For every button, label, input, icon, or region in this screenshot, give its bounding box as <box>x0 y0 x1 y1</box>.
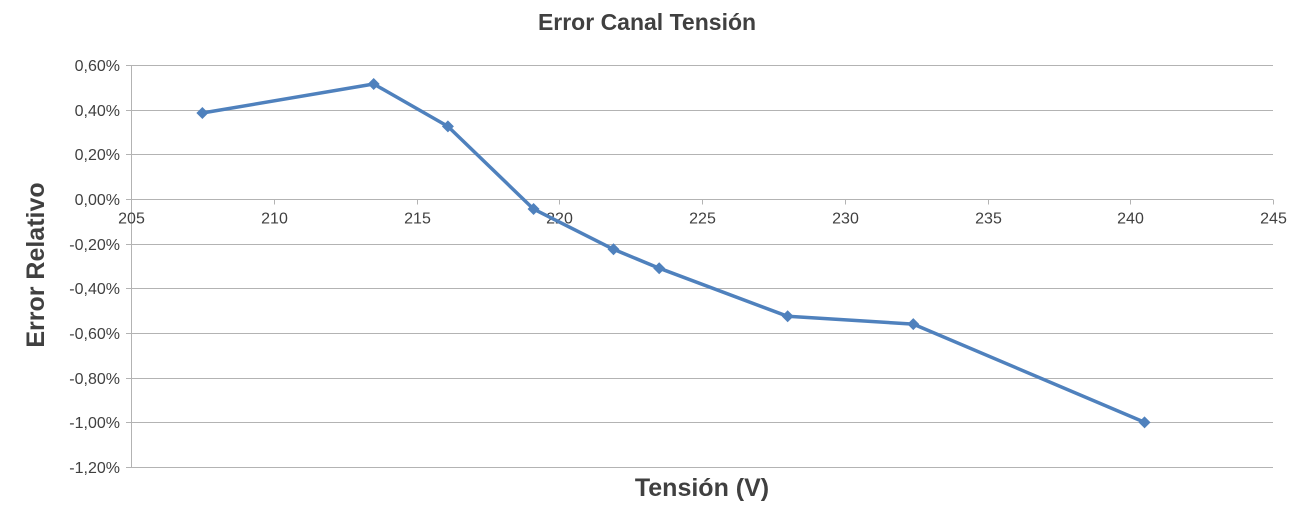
x-tick-label: 240 <box>1117 211 1144 228</box>
data-point-marker <box>367 77 380 90</box>
y-tick-label: 0,60% <box>75 58 120 75</box>
data-point-marker <box>196 107 209 120</box>
y-axis-title: Error Relativo <box>22 182 50 347</box>
x-tick-label: 210 <box>261 211 288 228</box>
gridlines <box>131 65 1273 468</box>
x-tick-label: 245 <box>1260 211 1287 228</box>
x-axis-title: Tensión (V) <box>635 474 769 502</box>
data-point-marker <box>607 243 620 256</box>
x-tick-label: 235 <box>975 211 1002 228</box>
y-tick-label: 0,20% <box>75 147 120 164</box>
data-point-marker <box>441 120 454 133</box>
x-tick-label: 205 <box>118 211 145 228</box>
series-line <box>200 82 1147 425</box>
x-tick-label: 220 <box>546 211 573 228</box>
data-point-marker <box>527 203 540 216</box>
data-point-marker <box>781 310 794 323</box>
y-tick-label: -0,20% <box>69 237 120 254</box>
axes <box>126 65 1274 468</box>
series <box>196 77 1151 429</box>
data-point-marker <box>907 318 920 331</box>
tick-labels: 0,60% 0,40% 0,20% 0,00% -0,20% -0,40% -0,60% -0… <box>69 58 1287 477</box>
x-tick-label: 225 <box>689 211 716 228</box>
y-tick-label: 0,00% <box>75 192 120 209</box>
chart-title: Error Canal Tensión <box>538 9 756 35</box>
x-tick-label: 215 <box>404 211 431 228</box>
data-point-marker <box>1138 416 1151 429</box>
y-tick-label: -0,60% <box>69 326 120 343</box>
x-tick-label: 230 <box>832 211 859 228</box>
y-tick-label: -1,00% <box>69 415 120 432</box>
y-tick-label: -0,80% <box>69 371 120 388</box>
data-point-marker <box>653 262 666 275</box>
y-tick-label: 0,40% <box>75 103 120 120</box>
y-tick-label: -0,40% <box>69 281 120 298</box>
y-tick-label: -1,20% <box>69 460 120 477</box>
